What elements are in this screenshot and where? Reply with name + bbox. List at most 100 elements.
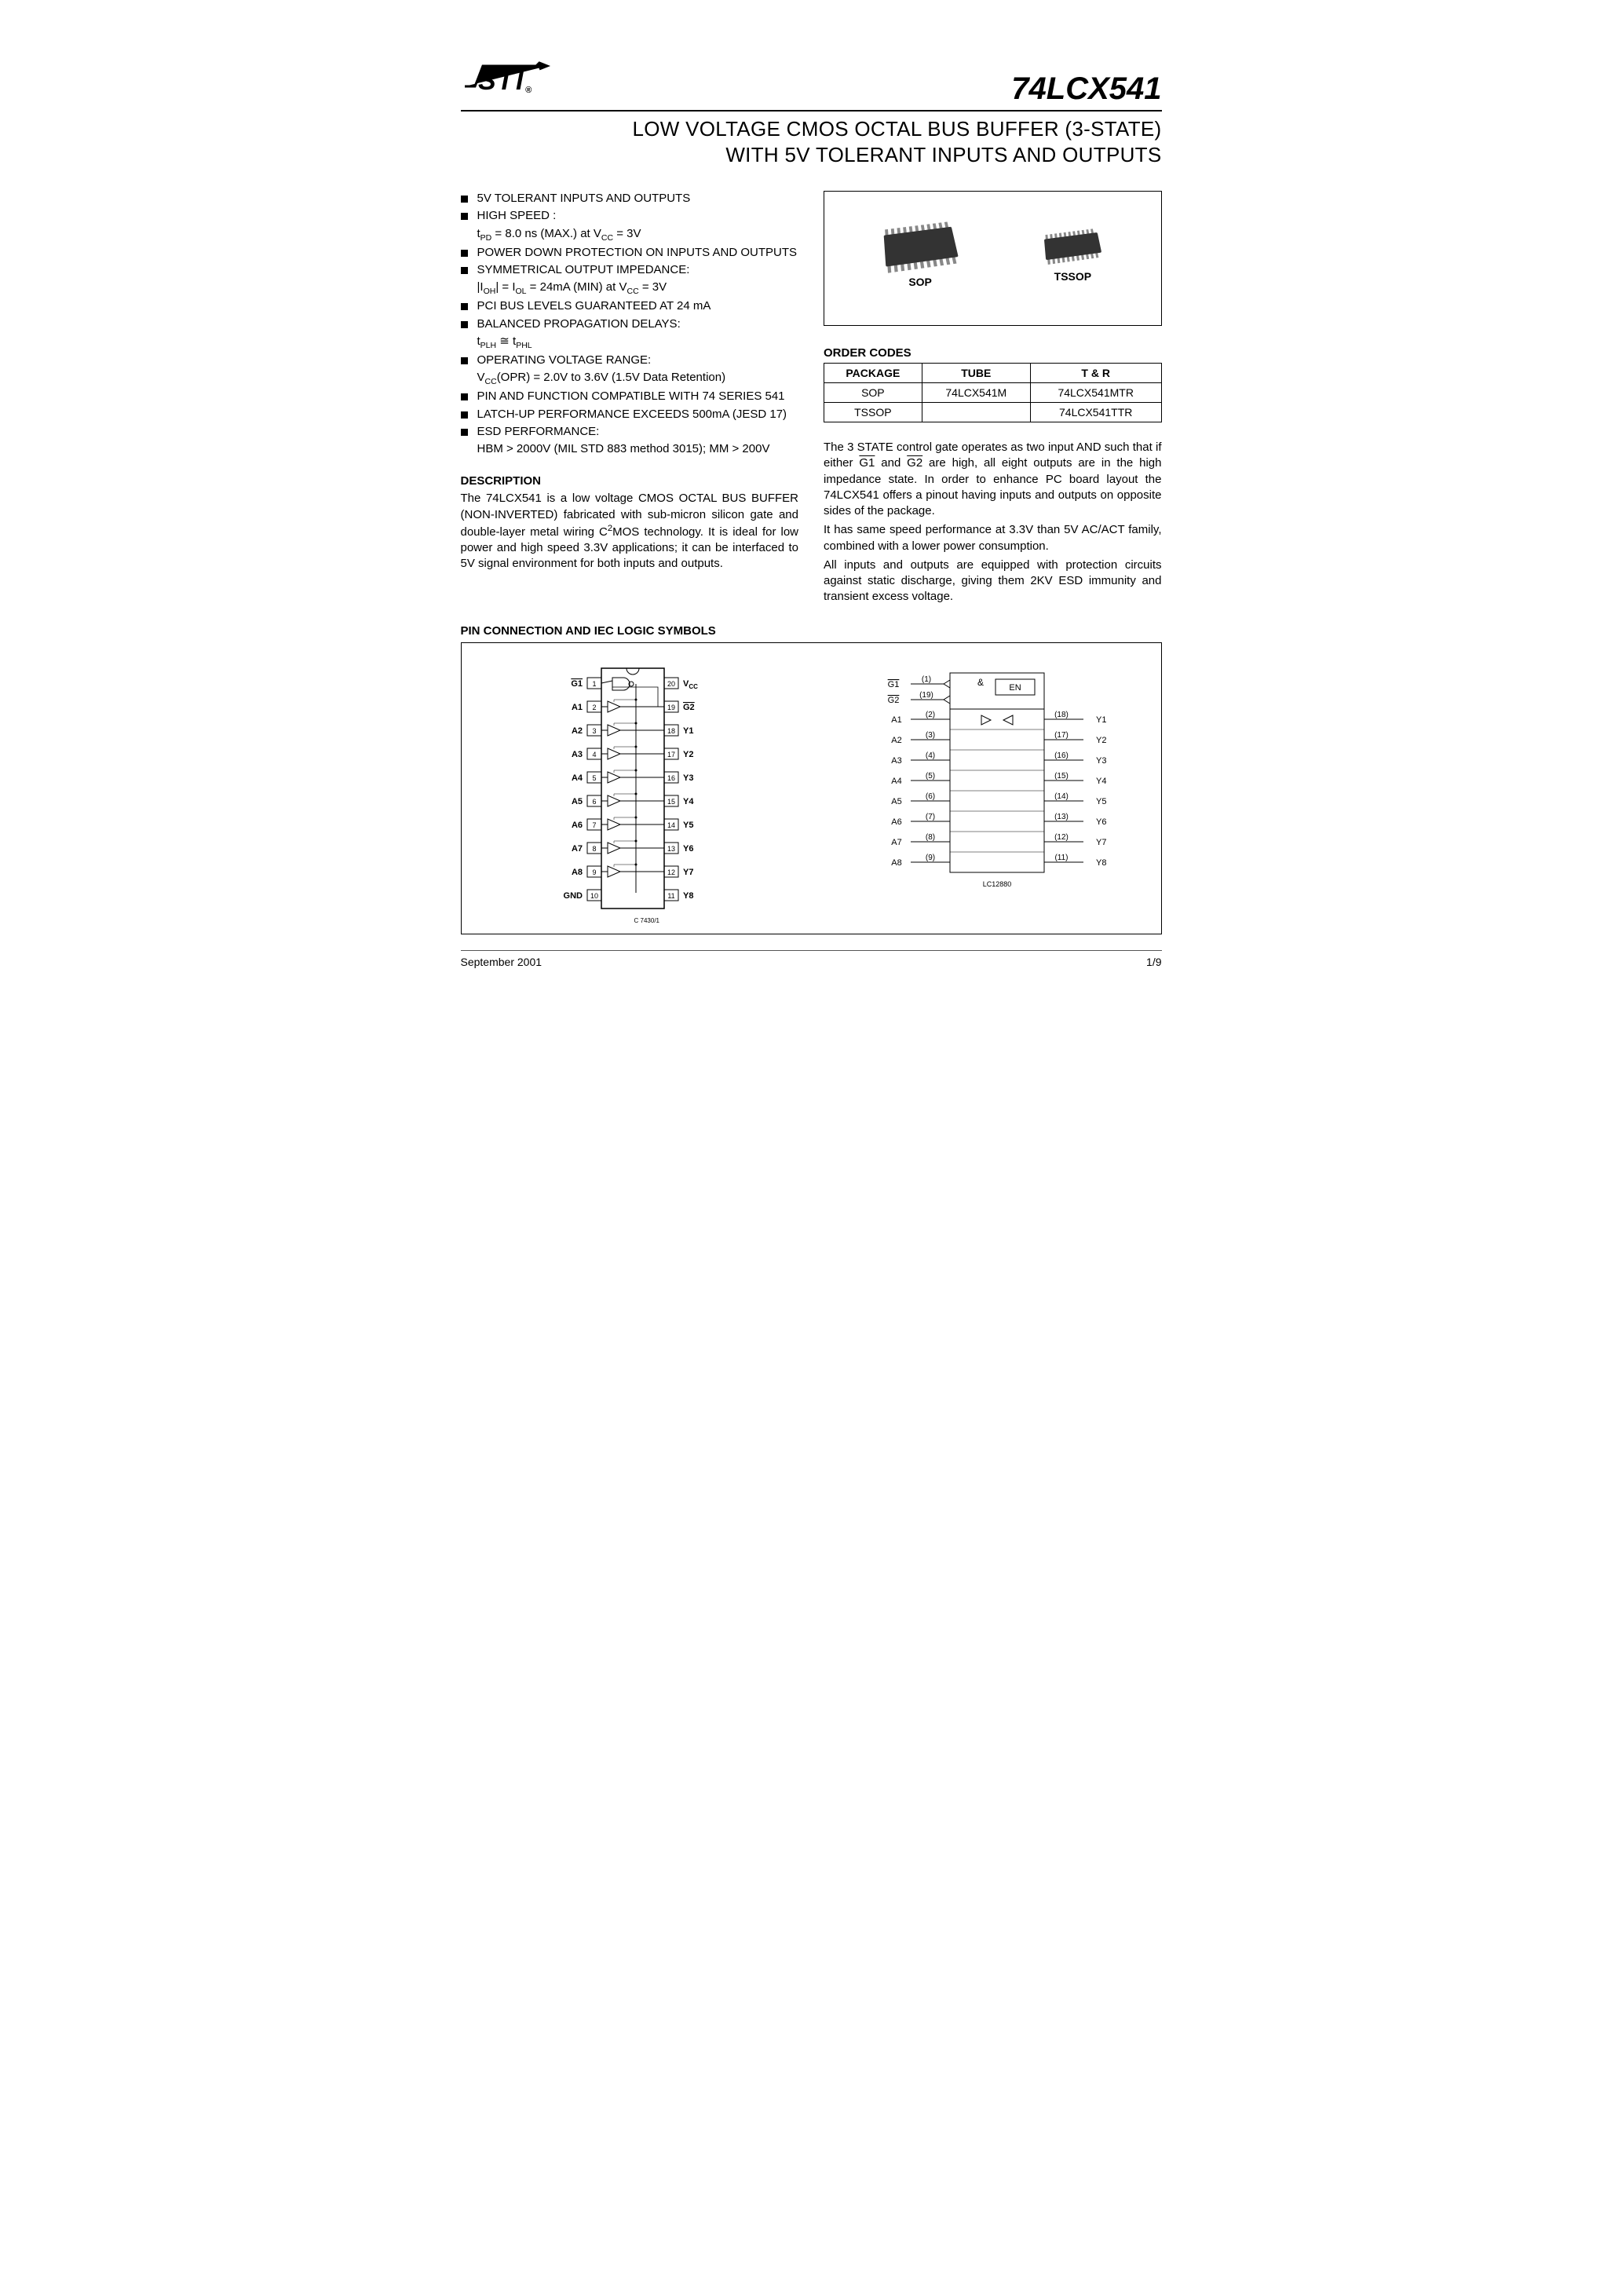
svg-text:Y5: Y5 [683,821,693,830]
header-band: S T I ® 74LCX541 [461,55,1162,107]
svg-text:Y4: Y4 [1096,777,1106,786]
svg-text:A8: A8 [572,868,583,877]
header-rule [461,110,1162,112]
svg-text:(12): (12) [1054,833,1069,842]
iec-diagram: &ENG1(1)G2(19)A1(2)(18)Y1A2(3)(17)Y2A3(4… [827,657,1152,924]
part-number: 74LCX541 [1011,71,1161,107]
svg-text:(2): (2) [926,711,935,719]
svg-text:A4: A4 [891,777,901,786]
order-table-row: TSSOP74LCX541TTR [824,403,1162,422]
feature-text: OPERATING VOLTAGE RANGE: [477,353,799,368]
right-para-3: All inputs and outputs are equipped with… [824,558,1162,605]
svg-text:G2: G2 [887,696,899,705]
bullet-icon [461,411,468,419]
svg-text:Y6: Y6 [683,844,693,854]
order-table-cell: TSSOP [824,403,922,422]
left-column: 5V TOLERANT INPUTS AND OUTPUTSHIGH SPEED… [461,191,799,609]
right-para-2: It has same speed performance at 3.3V th… [824,522,1162,554]
svg-text:A4: A4 [572,773,583,783]
order-table-cell: SOP [824,383,922,403]
svg-text:9: 9 [593,868,597,876]
svg-text:(11): (11) [1054,854,1068,862]
order-codes-heading: ORDER CODES [824,346,1162,360]
svg-text:Y6: Y6 [1096,817,1106,827]
feature-item: HIGH SPEED : [461,208,799,224]
svg-text:Y3: Y3 [1096,756,1106,766]
feature-text: HIGH SPEED : [477,208,799,224]
description-heading: DESCRIPTION [461,474,799,488]
description-para: The 74LCX541 is a low voltage CMOS OCTAL… [461,491,799,572]
svg-text:A6: A6 [891,817,901,827]
svg-text:4: 4 [593,751,597,759]
st-logo: S T I ® [461,55,555,107]
svg-text:Y7: Y7 [1096,838,1106,847]
svg-text:A5: A5 [891,797,901,806]
bullet-icon [461,303,468,310]
feature-text: 5V TOLERANT INPUTS AND OUTPUTS [477,191,799,207]
svg-text:EN: EN [1009,683,1021,693]
svg-text:17: 17 [667,751,675,759]
footer-page: 1/9 [1146,956,1161,968]
svg-text:A3: A3 [572,750,583,759]
title-line2: WITH 5V TOLERANT INPUTS AND OUTPUTS [461,142,1162,168]
title-line1: LOW VOLTAGE CMOS OCTAL BUS BUFFER (3-STA… [461,116,1162,142]
svg-text:6: 6 [593,798,597,806]
feature-text: PIN AND FUNCTION COMPATIBLE WITH 74 SERI… [477,389,799,404]
svg-text:18: 18 [667,727,675,735]
svg-text:Y1: Y1 [683,726,693,736]
feature-item: PIN AND FUNCTION COMPATIBLE WITH 74 SERI… [461,389,799,404]
svg-text:(7): (7) [926,813,935,821]
order-table-cell [922,403,1030,422]
svg-text:Y2: Y2 [683,750,693,759]
bullet-icon [461,357,468,364]
svg-text:(19): (19) [919,691,933,700]
feature-text: BALANCED PROPAGATION DELAYS: [477,316,799,332]
order-table-header: PACKAGE [824,364,922,383]
sop-chip-icon [884,226,959,266]
page-footer: September 2001 1/9 [461,950,1162,968]
feature-subtext: |IOH| = IOL = 24mA (MIN) at VCC = 3V [477,280,799,297]
feature-subtext: HBM > 2000V (MIL STD 883 method 3015); M… [477,441,799,457]
svg-text:(18): (18) [1054,711,1069,719]
order-table-header: T & R [1030,364,1161,383]
svg-text:Y8: Y8 [1096,858,1106,868]
order-table-cell: 74LCX541M [922,383,1030,403]
feature-text: PCI BUS LEVELS GUARANTEED AT 24 mA [477,298,799,314]
svg-text:(14): (14) [1054,792,1069,801]
svg-text:(17): (17) [1054,731,1069,740]
svg-text:1: 1 [593,680,597,688]
bullet-icon [461,321,468,328]
svg-text:19: 19 [667,704,675,711]
svg-text:&: & [977,677,984,688]
feature-subtext: tPLH ≅ tPHL [477,334,799,351]
feature-subtext: VCC(OPR) = 2.0V to 3.6V (1.5V Data Reten… [477,370,799,387]
svg-text:A8: A8 [891,858,901,868]
svg-text:A1: A1 [572,703,583,712]
package-images-box: SOP TSSOP [824,191,1162,326]
svg-text:A5: A5 [572,797,583,806]
svg-text:A2: A2 [891,736,901,745]
svg-text:(8): (8) [926,833,935,842]
tssop-chip-icon [1044,232,1101,259]
tssop-package: TSSOP [1045,235,1100,283]
svg-text:A1: A1 [891,715,901,725]
feature-item: BALANCED PROPAGATION DELAYS: [461,316,799,332]
feature-item: PCI BUS LEVELS GUARANTEED AT 24 mA [461,298,799,314]
svg-text:(3): (3) [926,731,935,740]
svg-text:A7: A7 [891,838,901,847]
svg-text:12: 12 [667,868,675,876]
svg-text:(5): (5) [926,772,935,781]
order-table-row: SOP74LCX541M74LCX541MTR [824,383,1162,403]
svg-text:LC12880: LC12880 [982,880,1011,888]
bullet-icon [461,393,468,400]
svg-text:Y3: Y3 [683,773,693,783]
svg-text:(13): (13) [1054,813,1069,821]
footer-date: September 2001 [461,956,542,968]
feature-item: SYMMETRICAL OUTPUT IMPEDANCE: [461,262,799,278]
svg-text:VCC: VCC [683,679,698,690]
svg-text:G1: G1 [887,680,899,689]
product-title: LOW VOLTAGE CMOS OCTAL BUS BUFFER (3-STA… [461,116,1162,167]
sop-package: SOP [885,229,955,288]
feature-item: ESD PERFORMANCE: [461,424,799,440]
svg-text:A2: A2 [572,726,583,736]
